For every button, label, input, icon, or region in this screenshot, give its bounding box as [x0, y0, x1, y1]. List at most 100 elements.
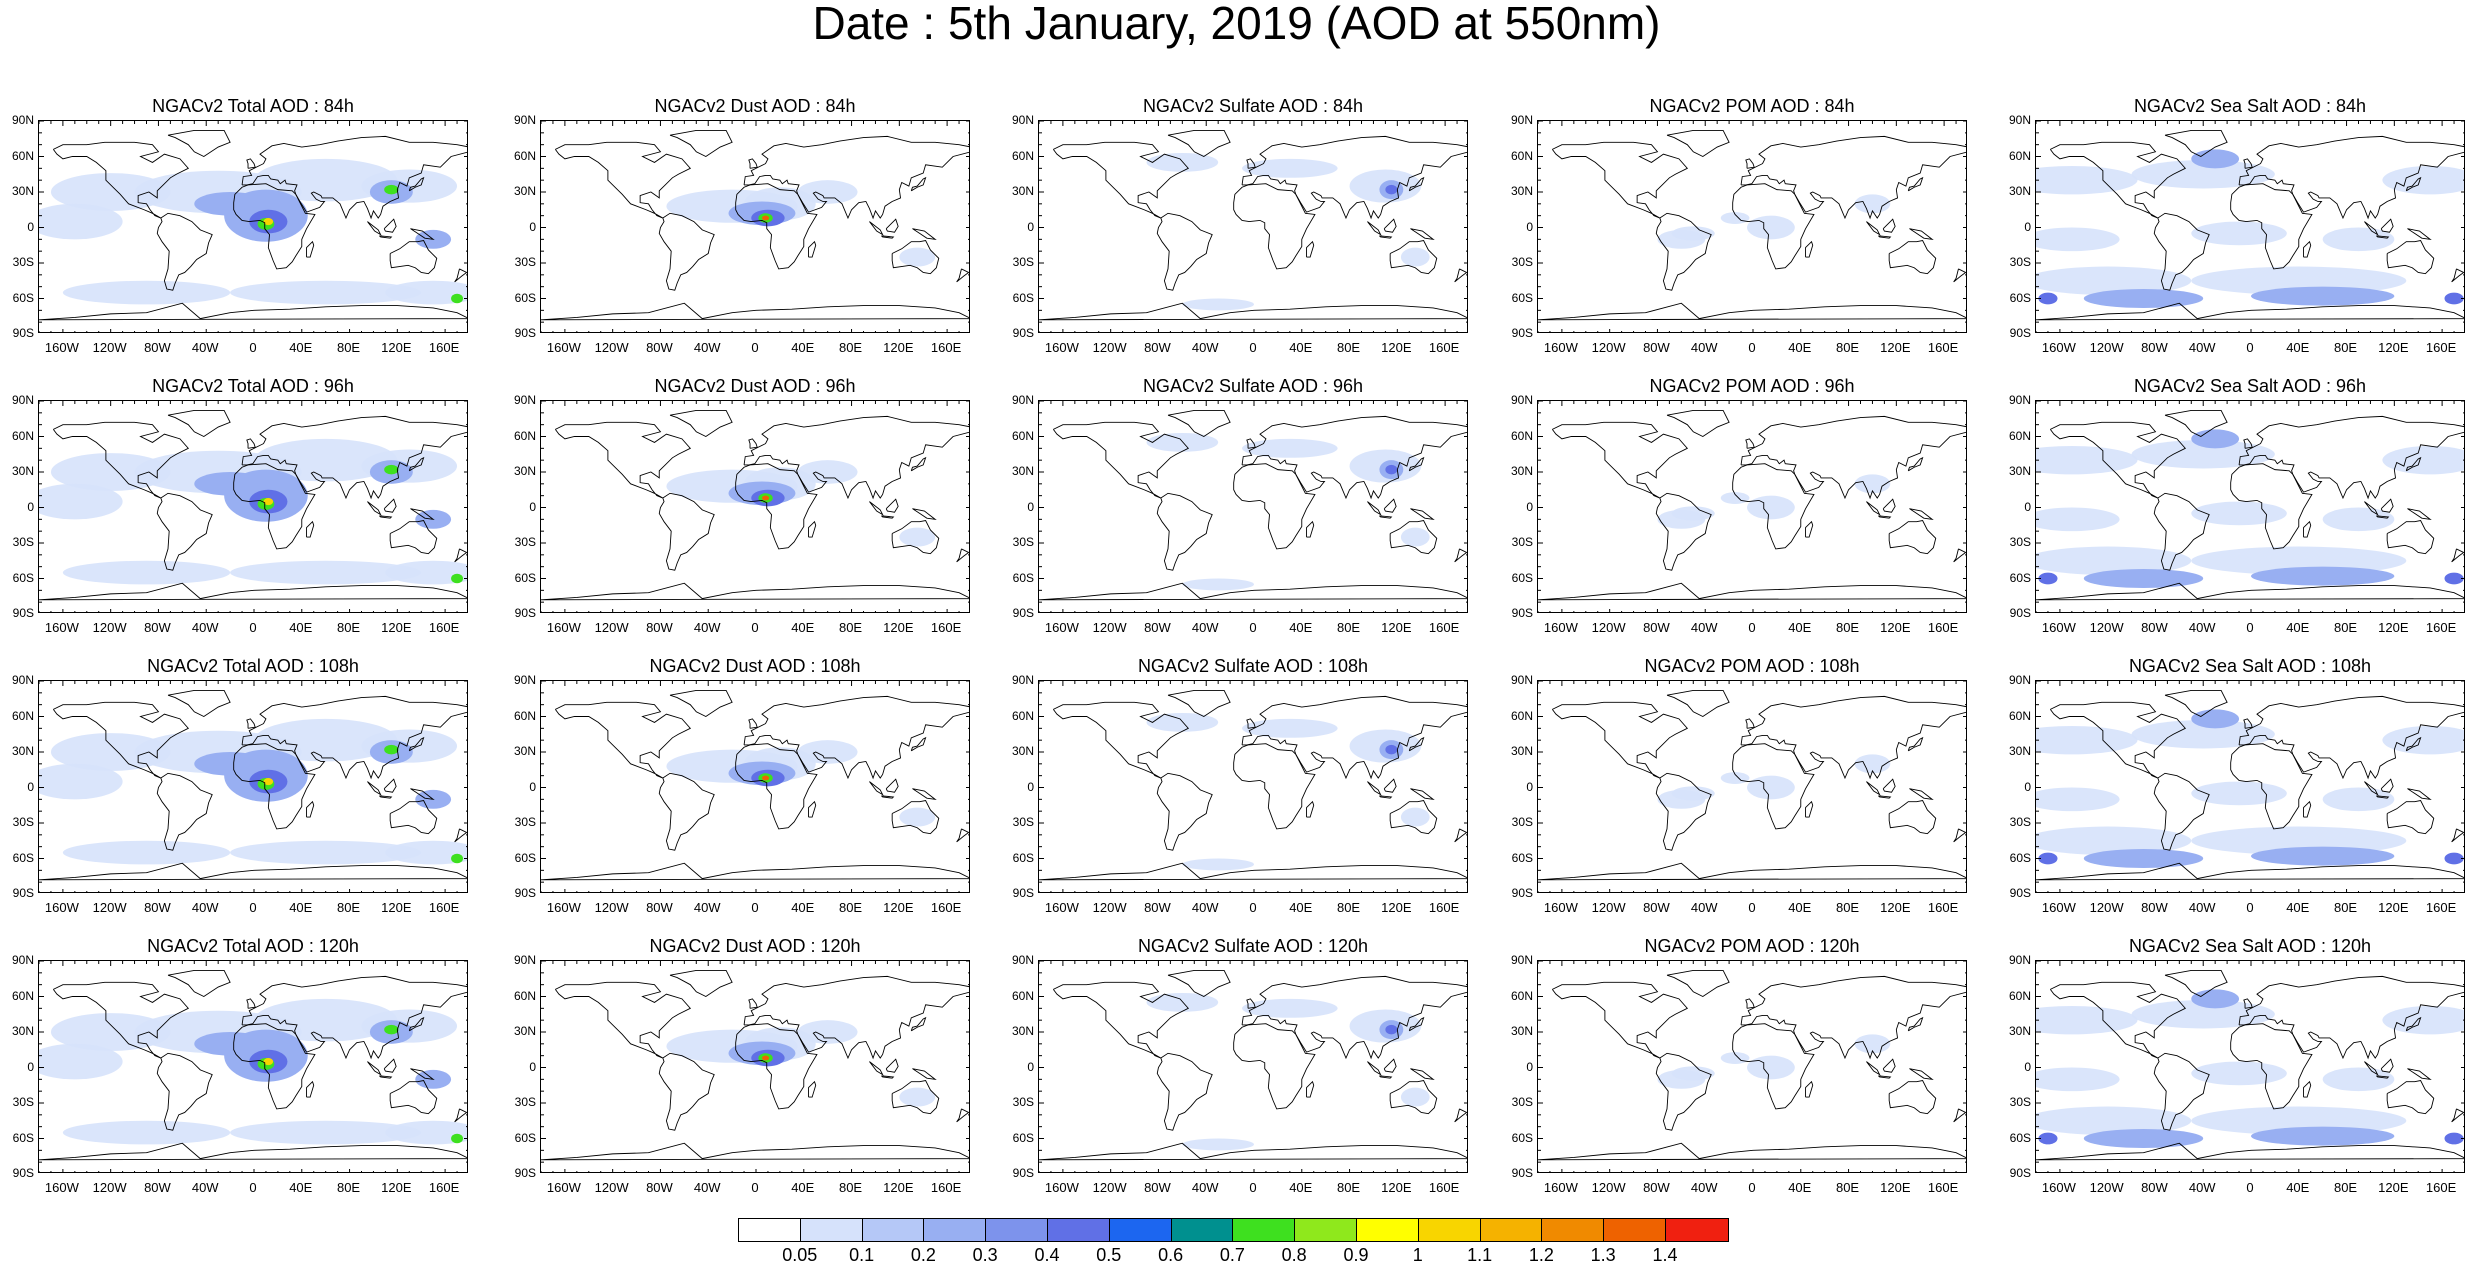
lat-tick-label: 90N — [1510, 673, 1533, 687]
lon-tick-label: 80E — [2333, 620, 2358, 635]
coastline — [1953, 828, 1966, 843]
coastline — [1241, 415, 1467, 500]
coastline — [1246, 998, 1256, 1009]
coastline — [1745, 158, 1755, 169]
coastline — [241, 975, 467, 1060]
lat-tick-label: 30N — [513, 1024, 536, 1038]
coastline — [52, 421, 190, 499]
aod-region — [2036, 546, 2192, 575]
coastline — [241, 135, 467, 220]
lon-tick-label: 0 — [751, 900, 759, 915]
map-area — [2035, 960, 2465, 1173]
coastline — [735, 183, 818, 270]
coastline — [1379, 1075, 1393, 1079]
coastline — [881, 795, 895, 799]
aod-region — [263, 1058, 274, 1066]
lon-tick-label: 40E — [2286, 900, 2310, 915]
lat-tick-label: 30S — [1012, 1095, 1034, 1109]
coastline — [658, 1052, 715, 1131]
coastline — [956, 1108, 969, 1123]
lon-tick-label: 120E — [1880, 900, 1911, 915]
aod-region — [230, 280, 422, 305]
lon-tick-label: 80W — [2141, 900, 2168, 915]
colorbar-label: 0.6 — [1158, 1245, 1184, 1265]
coastline — [1740, 975, 1966, 1060]
lat-tick-label: 30S — [12, 815, 34, 829]
lon-tick-label: 120W — [1591, 620, 1626, 635]
lon-tick-label: 160W — [44, 900, 79, 915]
lon-tick-label: 40E — [2286, 340, 2310, 355]
coastline — [246, 718, 256, 729]
map-panel: NGACv2 Sulfate AOD : 108h 90N 60N 30N 0 30S 60… — [1012, 656, 1468, 914]
aod-region — [451, 573, 464, 584]
coastline — [156, 772, 213, 851]
aod-region — [1385, 184, 1398, 195]
lon-tick-label: 0 — [751, 620, 759, 635]
lon-tick-label: 160W — [1543, 620, 1578, 635]
lon-tick-label: 40W — [1690, 1180, 1718, 1195]
coastline — [1740, 135, 1966, 220]
colorbar-label: 0.2 — [910, 1245, 936, 1265]
lon-tick-label: 120E — [1880, 340, 1911, 355]
lon-tick-label: 80W — [144, 1180, 171, 1195]
lat-tick-label: 60S — [514, 290, 536, 305]
aod-region — [2036, 227, 2120, 252]
coastline — [246, 158, 256, 169]
aod-region — [2083, 569, 2204, 588]
lat-tick-label: 0 — [529, 779, 536, 794]
coastline — [808, 520, 817, 538]
coastline — [808, 800, 817, 818]
coastline — [410, 508, 435, 521]
aod-region — [1242, 438, 1338, 458]
lat-tick-label: 90S — [1012, 326, 1034, 340]
coastline — [1538, 302, 1966, 321]
lon-tick-label: 80E — [2333, 900, 2358, 915]
coastline — [1882, 218, 1896, 233]
aod-region — [2038, 852, 2058, 865]
lon-tick-label: 80W — [144, 340, 171, 355]
colorbar-label: 0.7 — [1219, 1245, 1245, 1265]
lat-tick-label: 30N — [2008, 744, 2031, 758]
coastline — [2243, 998, 2253, 1009]
lon-tick-label: 40W — [1690, 340, 1718, 355]
coastline — [52, 981, 190, 1059]
colorbar-swatch — [986, 1219, 1048, 1241]
coastline — [748, 158, 758, 169]
coastline — [2451, 268, 2464, 283]
lat-tick-label: 60S — [2009, 290, 2031, 305]
aod-region — [50, 453, 171, 491]
coastline — [1383, 1058, 1397, 1073]
lat-tick-label: 60N — [1011, 708, 1034, 723]
coastline — [1655, 492, 1712, 571]
lat-tick-label: 90N — [11, 393, 34, 407]
coastline — [1039, 1142, 1467, 1161]
lon-tick-label: 40W — [191, 1180, 219, 1195]
coastline — [2303, 240, 2312, 258]
lat-tick-label: 30S — [1012, 535, 1034, 549]
lat-tick-label: 60N — [11, 988, 34, 1003]
lon-tick-label: 120W — [92, 620, 127, 635]
coastline — [1909, 788, 1934, 801]
lon-tick-label: 120E — [381, 620, 412, 635]
lon-tick-label: 120W — [1092, 1180, 1127, 1195]
coastline — [669, 970, 733, 998]
lon-tick-label: 40W — [693, 340, 721, 355]
lat-tick-label: 60N — [1510, 988, 1533, 1003]
panel-title: NGACv2 POM AOD : 84h — [1649, 96, 1855, 116]
coastline — [2364, 221, 2379, 236]
lat-tick-label: 60S — [2009, 850, 2031, 865]
map-panel: NGACv2 Total AOD : 108h 90N 60N 30N 0 30S 60S 9… — [12, 656, 468, 914]
coastline — [885, 778, 899, 793]
coastline — [1745, 438, 1755, 449]
lat-tick-label: 60S — [1511, 290, 1533, 305]
panel-title: NGACv2 POM AOD : 108h — [1644, 656, 1860, 676]
aod-region — [385, 1120, 467, 1145]
lon-tick-label: 40E — [1788, 340, 1812, 355]
aod-region — [1146, 152, 1219, 172]
coastline — [735, 463, 818, 550]
lon-tick-label: 40E — [1788, 620, 1812, 635]
lat-tick-label: 0 — [1526, 1059, 1533, 1074]
coastline — [956, 268, 969, 283]
aod-region — [1182, 1138, 1254, 1151]
lat-tick-label: 0 — [2024, 1059, 2031, 1074]
